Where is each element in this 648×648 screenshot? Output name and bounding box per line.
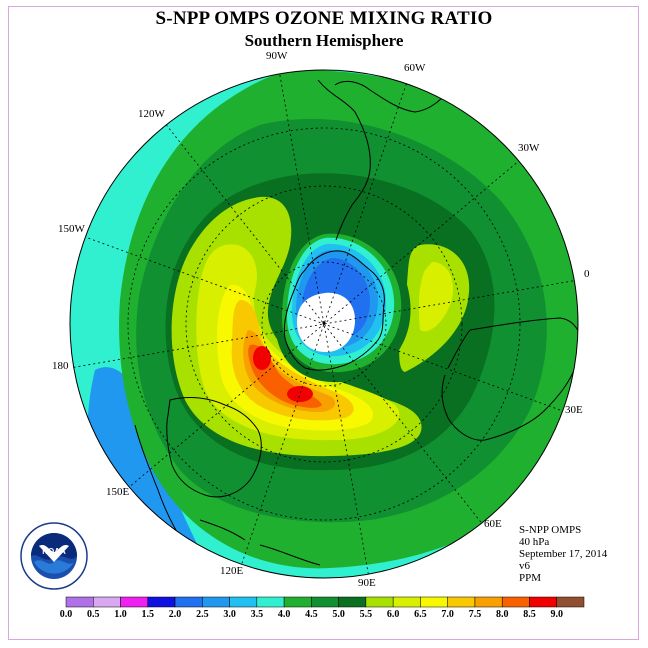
colorbar-label-15: 7.5 xyxy=(468,609,482,620)
colorbar-swatch-5 xyxy=(202,596,230,608)
info-date: September 17, 2014 xyxy=(519,548,608,560)
colorbar-swatch-9 xyxy=(311,596,339,608)
colorbar-swatch-17 xyxy=(529,596,557,608)
colorbar-label-4: 2.0 xyxy=(168,609,182,620)
colorbar-label-1: 0.5 xyxy=(87,609,100,620)
colorbar-label-7: 3.5 xyxy=(250,609,264,620)
coast-australia xyxy=(166,397,262,498)
lon-label-120w: 120W xyxy=(138,108,165,120)
colorbar-swatch-2 xyxy=(120,596,149,608)
colorbar-swatch-15 xyxy=(474,596,503,608)
colorbar-label-18: 9.0 xyxy=(550,609,563,620)
info-instrument: S-NPP OMPS xyxy=(519,524,582,536)
colorbar-label-6: 3.0 xyxy=(223,609,236,620)
map-boundary xyxy=(69,69,579,579)
colorbar-label-10: 5.0 xyxy=(332,609,345,620)
colorbar-label-2: 1.0 xyxy=(114,609,127,620)
colorbar-swatch-12 xyxy=(392,596,421,608)
field-band-85-90-spot-a xyxy=(253,346,271,370)
colorbar-swatch-13 xyxy=(420,596,448,608)
colorbar-label-11: 5.5 xyxy=(359,609,373,620)
colorbar-swatch-18 xyxy=(556,596,585,608)
lon-label-0: 0 xyxy=(584,268,590,280)
colorbar-label-8: 4.0 xyxy=(277,609,291,620)
coast-south-america xyxy=(317,79,446,241)
colorbar-label-13: 6.5 xyxy=(414,609,427,620)
lon-label-60w: 60W xyxy=(404,62,426,74)
colorbar-label-12: 6.0 xyxy=(386,609,400,620)
colorbar-swatch-3 xyxy=(147,596,176,608)
lon-label-60e: 60E xyxy=(484,518,502,530)
colorbar-label-17: 8.5 xyxy=(523,609,536,620)
info-block: S-NPP OMPS 40 hPa September 17, 2014 v6 … xyxy=(519,524,607,584)
latitude-circle-1 xyxy=(261,261,387,387)
lon-label-120e: 120E xyxy=(220,565,244,577)
colorbar-swatch-14 xyxy=(447,596,476,608)
noaa-logo-icon: NOAA xyxy=(20,522,88,590)
colorbar-label-9: 4.5 xyxy=(305,609,318,620)
info-version: v6 xyxy=(519,560,530,572)
colorbar-swatch-7 xyxy=(256,596,285,608)
colorbar-swatch-4 xyxy=(174,596,203,608)
lon-label-180: 180 xyxy=(52,360,69,372)
info-pressure: 40 hPa xyxy=(519,536,550,548)
lon-label-150w: 150W xyxy=(58,223,85,235)
lon-label-90e: 90E xyxy=(358,577,376,589)
lon-label-90w: 90W xyxy=(266,50,288,62)
figure-frame xyxy=(8,6,639,640)
colorbar-label-16: 8.0 xyxy=(495,609,509,620)
colorbar xyxy=(65,596,585,608)
latitude-circle-2 xyxy=(185,185,463,463)
page-subtitle: Southern Hemisphere xyxy=(244,31,404,50)
coastlines xyxy=(134,79,578,576)
field-band-85-90-spot-b xyxy=(287,386,313,402)
colorbar-swatch-16 xyxy=(501,596,530,608)
missing-data-pole xyxy=(297,292,356,352)
pole-marker xyxy=(322,321,326,325)
meridian-0-180 xyxy=(70,279,578,369)
colorbar-swatch-6 xyxy=(229,596,258,608)
colorbar-swatch-0 xyxy=(65,596,94,608)
info-units: PPM xyxy=(519,572,542,584)
latitude-circle-3 xyxy=(127,127,521,521)
logo-text: NOAA xyxy=(42,547,66,556)
colorbar-swatch-1 xyxy=(93,596,121,608)
colorbar-label-14: 7.0 xyxy=(441,609,454,620)
lon-label-150e: 150E xyxy=(106,486,130,498)
page-title: S-NPP OMPS OZONE MIXING RATIO xyxy=(155,8,493,29)
colorbar-swatch-10 xyxy=(338,596,367,608)
colorbar-label-0: 0.0 xyxy=(59,609,73,620)
lon-label-30e: 30E xyxy=(565,404,583,416)
colorbar-swatch-8 xyxy=(283,596,312,608)
lon-label-30w: 30W xyxy=(518,142,540,154)
colorbar-label-3: 1.5 xyxy=(141,609,155,620)
meridian-60e-120w xyxy=(163,121,485,527)
coast-new-zealand xyxy=(134,424,186,546)
meridian-60w-120e xyxy=(239,78,409,570)
colorbar-swatch-11 xyxy=(365,596,394,608)
coast-antarctica xyxy=(283,250,385,371)
field-band-60-65-right xyxy=(418,262,454,332)
meridian-90w-90e xyxy=(278,70,370,578)
colorbar-label-5: 2.5 xyxy=(196,609,209,620)
coast-africa xyxy=(441,317,578,441)
